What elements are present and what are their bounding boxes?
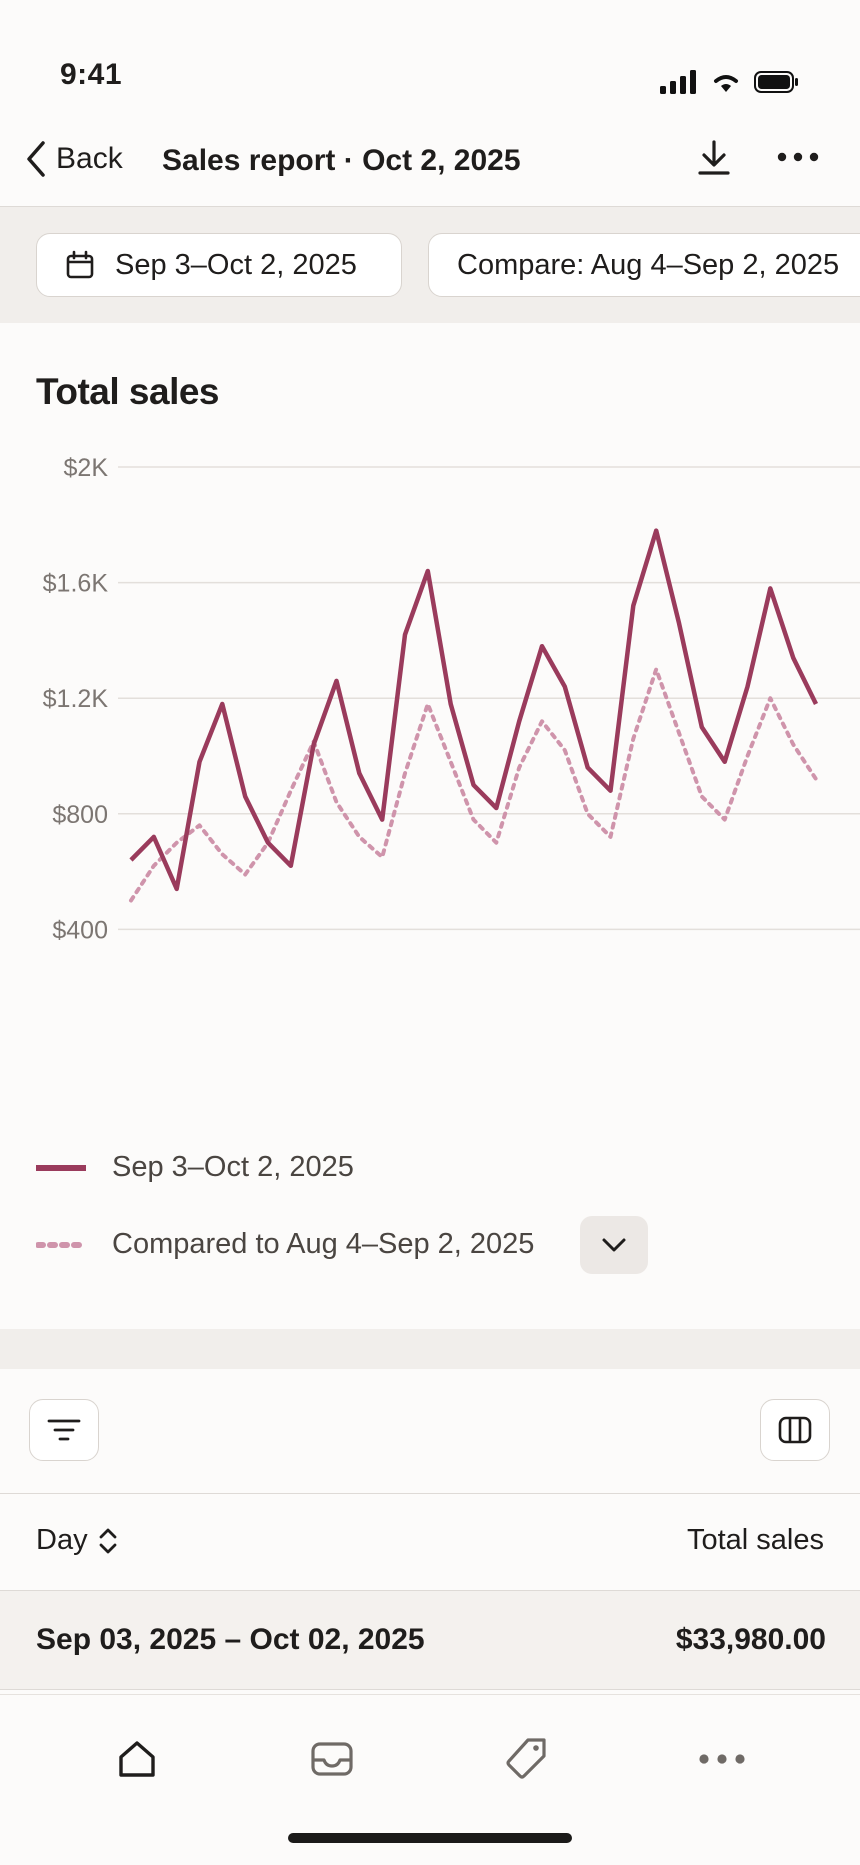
day-column-label: Day — [36, 1524, 88, 1556]
row-total-sales: $33,980.00 — [675, 1623, 826, 1656]
date-range-button[interactable]: Sep 3–Oct 2, 2025 — [36, 233, 402, 297]
tab-bar — [0, 1694, 860, 1865]
download-icon — [698, 140, 730, 175]
legend-dotted-swatch — [36, 1241, 86, 1248]
tab-more[interactable] — [692, 1729, 752, 1789]
columns-button[interactable] — [760, 1399, 830, 1461]
chevron-left-icon — [27, 141, 45, 177]
back-label: Back — [56, 142, 123, 175]
filter-icon — [47, 1419, 81, 1441]
status-time: 9:41 — [60, 58, 123, 91]
more-horizontal-icon — [777, 152, 819, 162]
table-header: Day Total sales — [0, 1494, 860, 1591]
more-horizontal-icon — [699, 1754, 745, 1764]
y-tick-label: $400 — [52, 916, 108, 944]
page-title: Sales report · Oct 2, 2025 — [162, 144, 521, 177]
status-bar: 9:41 — [0, 0, 860, 110]
y-tick-label: $1.6K — [43, 570, 109, 598]
tag-icon — [506, 1738, 546, 1779]
total-sales-column-header[interactable]: Total sales — [686, 1524, 824, 1556]
legend-expand-button[interactable] — [580, 1216, 648, 1274]
table-row: Sep 03, 2025 – Oct 02, 2025 $33,980.00 — [0, 1591, 860, 1690]
legend-compare: Compared to Aug 4–Sep 2, 2025 — [36, 1228, 534, 1261]
wifi-icon — [714, 75, 738, 92]
sort-icon — [99, 1528, 116, 1553]
filter-button[interactable] — [29, 1399, 99, 1461]
y-tick-label: $2K — [64, 454, 109, 482]
back-button[interactable]: Back — [24, 140, 123, 178]
y-tick-label: $800 — [52, 801, 108, 829]
filter-bar: Sep 3–Oct 2, 2025 Compare: Aug 4–Sep 2, … — [0, 207, 860, 323]
legend-compare-label: Compared to Aug 4–Sep 2, 2025 — [112, 1228, 535, 1260]
compare-range-label: Compare: Aug 4–Sep 2, 2025 — [457, 248, 840, 281]
more-options-button[interactable] — [776, 150, 820, 168]
legend-current: Sep 3–Oct 2, 2025 — [36, 1151, 354, 1184]
tab-orders[interactable] — [302, 1729, 362, 1789]
y-tick-label: $1.2K — [43, 685, 109, 713]
battery-icon — [754, 71, 798, 93]
navigation-bar: Back Sales report · Oct 2, 2025 — [0, 110, 860, 207]
home-icon — [119, 1741, 155, 1777]
date-range-label: Sep 3–Oct 2, 2025 — [115, 248, 357, 281]
section-divider — [0, 1329, 860, 1369]
chevron-down-icon — [602, 1238, 626, 1252]
day-column-header[interactable]: Day — [36, 1524, 118, 1557]
series-line-compare — [129, 667, 818, 903]
tab-products[interactable] — [497, 1729, 557, 1789]
legend-solid-swatch — [36, 1164, 86, 1171]
columns-icon — [778, 1416, 812, 1444]
home-indicator — [288, 1833, 572, 1843]
compare-range-button[interactable]: Compare: Aug 4–Sep 2, 2025 — [428, 233, 860, 297]
status-icons — [660, 70, 800, 94]
table-toolbar — [0, 1369, 860, 1494]
series-line-current — [129, 528, 819, 892]
row-date-range: Sep 03, 2025 – Oct 02, 2025 — [36, 1623, 425, 1656]
download-button[interactable] — [694, 138, 734, 183]
inbox-icon — [311, 1742, 353, 1776]
chart-title: Total sales — [36, 371, 220, 412]
tab-home[interactable] — [107, 1729, 167, 1789]
legend-current-label: Sep 3–Oct 2, 2025 — [112, 1151, 354, 1183]
calendar-icon — [66, 250, 94, 279]
signal-icon — [660, 70, 696, 94]
